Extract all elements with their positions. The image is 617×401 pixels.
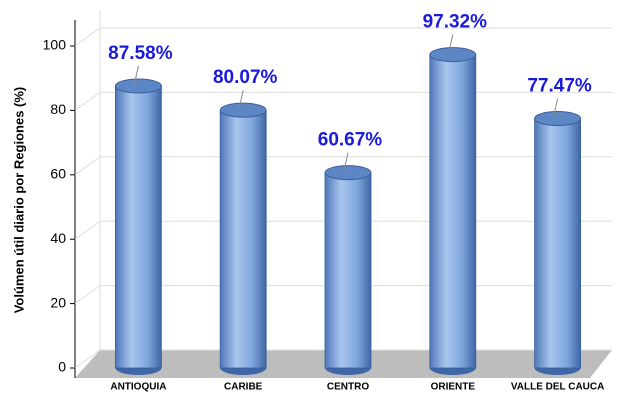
y-axis-title: Volúmen útil diario por Regiones (%) bbox=[11, 87, 26, 314]
bar bbox=[429, 54, 477, 369]
bar bbox=[324, 172, 372, 369]
bar-top bbox=[114, 78, 162, 94]
x-tick-label: ORIENTE bbox=[431, 382, 476, 393]
value-label: 77.47% bbox=[527, 76, 592, 97]
bar-top bbox=[324, 165, 372, 181]
leader-line bbox=[448, 34, 454, 53]
value-label: 60.67% bbox=[318, 130, 383, 151]
bar-top bbox=[219, 102, 267, 118]
grid-line bbox=[74, 27, 612, 47]
x-tick-label: CARIBE bbox=[224, 382, 263, 393]
leader-line bbox=[553, 98, 559, 117]
value-label: 97.32% bbox=[423, 12, 488, 33]
y-tick-label: 0 bbox=[58, 359, 66, 375]
leader-line bbox=[343, 152, 349, 171]
leader-line bbox=[238, 90, 244, 109]
leader-line bbox=[133, 65, 139, 85]
x-tick-label: CENTRO bbox=[327, 382, 369, 393]
value-label: 80.07% bbox=[213, 67, 278, 88]
x-tick-label: VALLE DEL CAUCA bbox=[511, 382, 605, 393]
y-tick-label: 60 bbox=[50, 166, 66, 182]
y-tick-label: 40 bbox=[50, 230, 66, 246]
y-tick-label: 100 bbox=[43, 37, 67, 53]
y-tick-label: 20 bbox=[50, 294, 66, 310]
bar bbox=[219, 109, 267, 369]
x-tick-label: ANTIOQUIA bbox=[110, 382, 166, 393]
bar-top bbox=[429, 47, 477, 63]
bar bbox=[534, 118, 581, 369]
bar bbox=[115, 85, 162, 369]
y-tick-label: 80 bbox=[50, 101, 66, 117]
bar-top bbox=[534, 111, 582, 127]
value-label: 87.58% bbox=[108, 43, 173, 64]
